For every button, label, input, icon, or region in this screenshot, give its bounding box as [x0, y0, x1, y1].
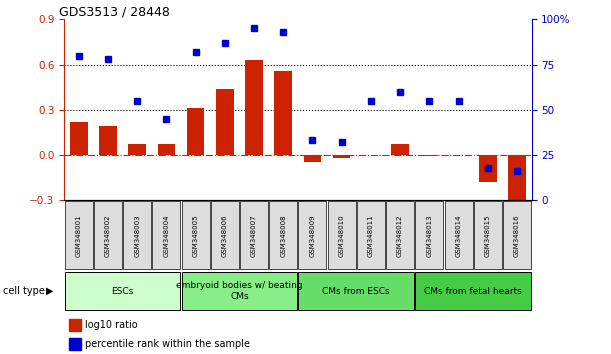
- Bar: [187, 108, 205, 155]
- Bar: [445, 201, 472, 269]
- Text: ESCs: ESCs: [111, 287, 134, 296]
- Bar: [269, 201, 298, 269]
- Bar: [123, 201, 151, 269]
- Text: CMs from ESCs: CMs from ESCs: [323, 287, 390, 296]
- Bar: [240, 201, 268, 269]
- Bar: [69, 338, 81, 350]
- Bar: [99, 126, 117, 155]
- Bar: [128, 144, 146, 155]
- Text: GSM348002: GSM348002: [105, 214, 111, 257]
- Bar: [181, 272, 298, 310]
- Bar: [69, 319, 81, 331]
- Bar: [70, 122, 87, 155]
- Text: GSM348009: GSM348009: [309, 214, 315, 257]
- Bar: [304, 155, 321, 162]
- Text: GSM348005: GSM348005: [192, 214, 199, 257]
- Bar: [386, 201, 414, 269]
- Bar: [211, 201, 239, 269]
- Bar: [327, 201, 356, 269]
- Bar: [508, 155, 525, 207]
- Text: GSM348010: GSM348010: [338, 214, 345, 257]
- Text: percentile rank within the sample: percentile rank within the sample: [85, 339, 250, 349]
- Text: GSM348007: GSM348007: [251, 214, 257, 257]
- Bar: [415, 201, 444, 269]
- Bar: [503, 201, 531, 269]
- Bar: [65, 201, 93, 269]
- Text: GSM348012: GSM348012: [397, 214, 403, 257]
- Bar: [415, 272, 531, 310]
- Bar: [333, 155, 351, 158]
- Text: GSM348011: GSM348011: [368, 214, 374, 257]
- Bar: [245, 60, 263, 155]
- Bar: [474, 201, 502, 269]
- Text: ▶: ▶: [46, 286, 53, 296]
- Text: GSM348016: GSM348016: [514, 214, 520, 257]
- Bar: [158, 144, 175, 155]
- Bar: [357, 201, 385, 269]
- Bar: [298, 272, 414, 310]
- Text: GSM348004: GSM348004: [163, 214, 169, 257]
- Text: GSM348001: GSM348001: [76, 214, 82, 257]
- Text: GSM348015: GSM348015: [485, 214, 491, 257]
- Text: GSM348003: GSM348003: [134, 214, 140, 257]
- Text: log10 ratio: log10 ratio: [85, 320, 138, 330]
- Bar: [65, 272, 180, 310]
- Bar: [392, 144, 409, 155]
- Text: CMs from fetal hearts: CMs from fetal hearts: [424, 287, 522, 296]
- Text: GSM348008: GSM348008: [280, 214, 287, 257]
- Text: embryoid bodies w/ beating
CMs: embryoid bodies w/ beating CMs: [176, 281, 302, 301]
- Bar: [181, 201, 210, 269]
- Bar: [479, 155, 497, 182]
- Bar: [94, 201, 122, 269]
- Bar: [420, 155, 438, 156]
- Text: GSM348006: GSM348006: [222, 214, 228, 257]
- Bar: [274, 71, 292, 155]
- Bar: [152, 201, 180, 269]
- Text: cell type: cell type: [3, 286, 45, 296]
- Text: GSM348013: GSM348013: [426, 214, 433, 257]
- Text: GDS3513 / 28448: GDS3513 / 28448: [59, 5, 170, 18]
- Text: GSM348014: GSM348014: [456, 214, 461, 257]
- Bar: [216, 89, 233, 155]
- Bar: [298, 201, 326, 269]
